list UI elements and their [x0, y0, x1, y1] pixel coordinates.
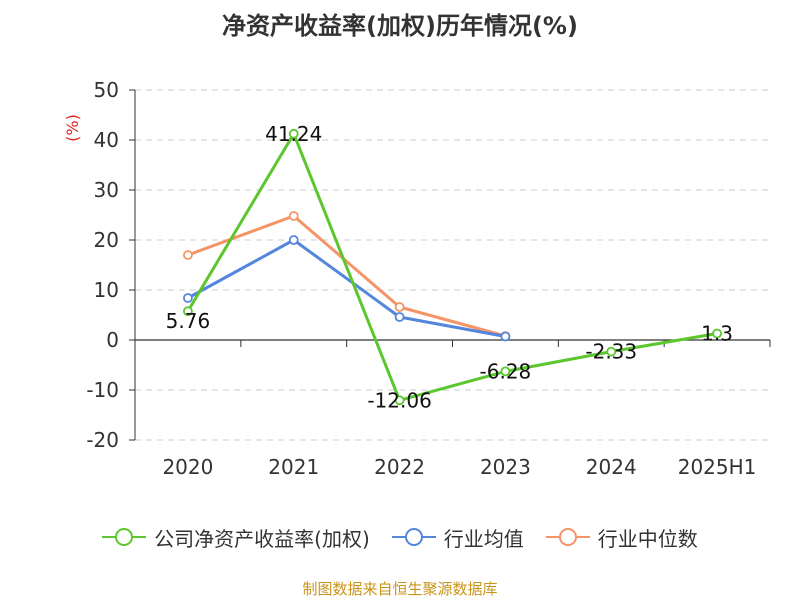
data-point — [394, 312, 405, 322]
series-line — [187, 214, 506, 338]
y-tick-label: -10 — [86, 378, 119, 402]
x-tick-label: 2023 — [480, 455, 531, 479]
data-point — [183, 293, 193, 303]
x-tick-label: 2020 — [162, 455, 213, 479]
data-point — [183, 250, 193, 260]
data-label: 41.24 — [265, 122, 322, 146]
x-tick-label: 2021 — [268, 455, 319, 479]
data-point — [606, 346, 617, 357]
data-label: -12.06 — [367, 388, 431, 412]
data-point — [712, 328, 722, 339]
data-label: -6.28 — [480, 359, 532, 383]
y-tick-label: 50 — [94, 78, 119, 102]
data-point — [288, 235, 299, 245]
data-label: -2.33 — [585, 340, 637, 364]
legend-label: 行业均值 — [443, 526, 524, 551]
x-tick-label: 2022 — [374, 455, 425, 479]
legend-item[interactable]: 行业均值 — [391, 523, 524, 552]
legend-item[interactable]: 公司净资产收益率(加权) — [102, 523, 370, 552]
chart-title: 净资产收益率(加权)历年情况(%) — [222, 12, 578, 40]
data-point — [394, 395, 405, 406]
legend-item[interactable]: 行业中位数 — [545, 523, 698, 552]
legend-swatch — [391, 528, 436, 546]
legend-label: 行业中位数 — [597, 526, 698, 551]
data-point — [394, 302, 405, 312]
x-tick-label: 2024 — [586, 455, 637, 479]
legend-swatch — [102, 528, 147, 546]
x-tick-label: 2025H1 — [678, 455, 757, 479]
chart-legend: 公司净资产收益率(加权) 行业均值 行业中位数 — [0, 520, 800, 554]
data-label: 5.76 — [166, 309, 211, 333]
legend-swatch — [545, 528, 590, 546]
series-line — [187, 238, 506, 338]
legend-label: 公司净资产收益率(加权) — [154, 526, 370, 551]
chart-plot: 50 40 30 20 10 0 -10 -20 2020 2021 2022 2023 2024 202… — [63, 78, 771, 479]
y-tick-label: 20 — [94, 228, 119, 252]
data-label: 1.3 — [701, 322, 733, 346]
data-point — [183, 306, 193, 317]
data-point — [500, 331, 511, 342]
y-tick-label: 0 — [106, 328, 119, 352]
y-tick-label: 10 — [94, 278, 119, 302]
y-tick-label: -20 — [86, 428, 119, 452]
data-point — [288, 128, 299, 139]
data-point — [288, 211, 299, 221]
series-line — [186, 132, 718, 402]
y-tick-label: 40 — [94, 128, 119, 152]
y-axis-label: (%) — [63, 114, 82, 142]
data-point — [500, 366, 511, 377]
source-note: 制图数据来自恒生聚源数据库 — [302, 580, 498, 598]
y-tick-label: 30 — [94, 178, 119, 202]
